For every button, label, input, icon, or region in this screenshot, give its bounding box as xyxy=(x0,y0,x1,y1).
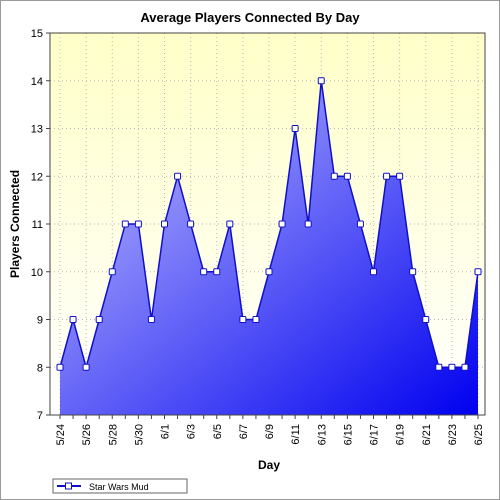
data-point-5/26 xyxy=(82,363,90,371)
x-tick-labels: 5/24 5/26 5/28 5/30 6/1 6/3 6/5 6/7 6/9 6/11 6/13 6… xyxy=(55,424,485,445)
data-point-5/28 xyxy=(108,268,116,276)
data-point-6/8 xyxy=(252,316,260,323)
legend-swatch-marker xyxy=(65,482,72,490)
x-tick-label-6/21: 6/21 xyxy=(421,424,433,445)
data-point-6/24 xyxy=(461,363,469,371)
x-tick-label-6/15: 6/15 xyxy=(342,424,354,445)
data-point-5/29 xyxy=(121,220,129,228)
y-tick-labels: 7 8 9 10 11 12 13 14 15 xyxy=(31,28,43,422)
x-tick-label-6/5: 6/5 xyxy=(212,424,224,439)
x-tick-label-6/23: 6/23 xyxy=(447,424,459,445)
data-point-6/22 xyxy=(435,363,443,371)
data-point-5/25 xyxy=(69,316,77,323)
data-point-6/7 xyxy=(239,316,247,323)
y-tick-label-8: 8 xyxy=(37,362,43,374)
data-point-6/11 xyxy=(291,125,299,132)
data-point-6/16 xyxy=(356,220,364,228)
data-point-6/3 xyxy=(187,220,195,228)
data-point-6/12 xyxy=(304,220,312,228)
x-tick-label-6/9: 6/9 xyxy=(264,424,276,439)
x-tick-label-6/7: 6/7 xyxy=(238,424,250,439)
data-point-6/25 xyxy=(474,268,482,276)
x-tick-label-6/13: 6/13 xyxy=(316,424,328,445)
data-point-6/21 xyxy=(422,316,430,323)
data-point-6/17 xyxy=(370,268,377,276)
x-tick-label-6/3: 6/3 xyxy=(186,424,198,439)
series-markers xyxy=(56,77,482,371)
data-point-6/13 xyxy=(317,77,325,85)
data-point-5/24 xyxy=(56,363,64,371)
data-point-6/1 xyxy=(161,220,168,228)
data-point-5/31 xyxy=(147,316,155,323)
x-tick-label-5/30: 5/30 xyxy=(133,424,145,445)
data-point-6/19 xyxy=(396,172,404,180)
y-tick-label-14: 14 xyxy=(31,76,43,88)
data-point-6/5 xyxy=(213,268,221,276)
x-tick-label-6/1: 6/1 xyxy=(160,424,172,439)
x-axis-label: Day xyxy=(258,458,280,472)
data-point-6/23 xyxy=(448,363,456,371)
y-tick-label-12: 12 xyxy=(31,171,43,183)
y-tick-label-11: 11 xyxy=(32,219,43,231)
y-tick-label-13: 13 xyxy=(31,124,43,136)
x-tick-label-5/24: 5/24 xyxy=(55,424,67,445)
data-point-6/4 xyxy=(200,268,208,276)
legend-box xyxy=(52,478,188,494)
y-tick-label-10: 10 xyxy=(31,267,43,279)
data-point-6/2 xyxy=(174,172,182,180)
legend: Star Wars Mud xyxy=(52,478,188,494)
data-point-6/9 xyxy=(265,268,273,276)
data-point-6/18 xyxy=(383,172,391,180)
data-point-5/27 xyxy=(95,316,103,323)
x-tick-label-5/26: 5/26 xyxy=(81,424,93,445)
x-tick-label-6/17: 6/17 xyxy=(369,424,381,445)
y-tick-label-9: 9 xyxy=(37,315,43,327)
data-point-6/14 xyxy=(330,172,338,180)
x-tick-label-6/25: 6/25 xyxy=(473,424,485,445)
data-point-6/6 xyxy=(226,220,234,228)
data-point-6/15 xyxy=(343,172,351,180)
x-tick-label-5/28: 5/28 xyxy=(107,424,119,445)
y-tick-label-7: 7 xyxy=(37,410,43,422)
data-point-6/10 xyxy=(278,220,286,228)
chart-title: Average Players Connected By Day xyxy=(140,10,360,25)
data-point-6/20 xyxy=(409,268,417,276)
series-area-fill xyxy=(60,80,478,415)
data-point-5/30 xyxy=(134,220,142,228)
x-tick-label-6/11: 6/11 xyxy=(290,424,302,445)
axes xyxy=(46,32,486,419)
y-tick-label-15: 15 xyxy=(31,28,43,40)
legend-label: Star Wars Mud xyxy=(89,482,149,492)
y-axis-label: Players Connected xyxy=(8,170,22,278)
x-tick-label-6/19: 6/19 xyxy=(395,424,407,445)
